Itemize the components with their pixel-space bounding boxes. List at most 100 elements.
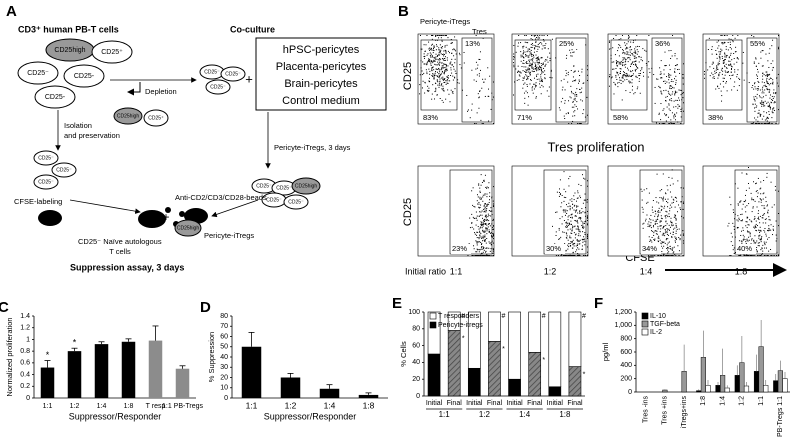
- dot: [737, 57, 738, 58]
- dot: [775, 190, 776, 191]
- dot: [437, 35, 438, 36]
- dot: [763, 50, 764, 51]
- dot: [659, 123, 660, 124]
- dot: [435, 36, 436, 37]
- dot: [738, 58, 739, 59]
- dot: [439, 75, 440, 76]
- dot: [660, 71, 661, 72]
- dot: [759, 242, 760, 243]
- dot: [475, 255, 476, 256]
- dot: [756, 107, 757, 108]
- dot: [583, 203, 584, 204]
- dot: [529, 61, 530, 62]
- dot: [634, 61, 635, 62]
- dot: [486, 228, 487, 229]
- dot: [738, 205, 739, 206]
- dot: [769, 237, 770, 238]
- dot: [446, 35, 447, 36]
- dot: [664, 206, 665, 207]
- dot: [456, 53, 457, 54]
- dot: [639, 75, 640, 76]
- dot: [757, 117, 758, 118]
- dot: [572, 49, 573, 50]
- dot: [453, 80, 454, 81]
- dot: [760, 249, 761, 250]
- dot: [479, 216, 480, 217]
- dot: [524, 52, 525, 53]
- dot: [532, 60, 533, 61]
- dot: [776, 123, 777, 124]
- dot: [466, 95, 467, 96]
- dot: [582, 231, 583, 232]
- dot: [662, 248, 663, 249]
- dot: [623, 78, 624, 79]
- dot: [451, 69, 452, 70]
- y-tick-label: 70: [220, 323, 228, 330]
- dot: [761, 102, 762, 103]
- dot: [444, 47, 445, 48]
- dot: [757, 76, 758, 77]
- dot: [584, 223, 585, 224]
- dot: [444, 78, 445, 79]
- dot: [535, 39, 536, 40]
- dot: [749, 219, 750, 220]
- dot: [657, 174, 658, 175]
- dot: [532, 63, 533, 64]
- dot: [476, 62, 477, 63]
- dot: [663, 233, 664, 234]
- dot: [479, 255, 480, 256]
- cell-label: CD25⁻: [288, 199, 304, 205]
- dot: [668, 103, 669, 104]
- dot: [760, 115, 761, 116]
- gate-percent: 58%: [613, 113, 628, 122]
- dot: [559, 192, 560, 193]
- dot: [572, 81, 573, 82]
- dot: [547, 90, 548, 91]
- dot: [651, 230, 652, 231]
- dot: [680, 207, 681, 208]
- dot: [778, 74, 779, 75]
- dot: [569, 96, 570, 97]
- dot: [426, 72, 427, 73]
- dot: [628, 41, 629, 42]
- dot: [652, 255, 653, 256]
- dot: [486, 205, 487, 206]
- dot: [473, 206, 474, 207]
- dot: [572, 52, 573, 53]
- dot: [677, 69, 678, 70]
- dot: [488, 220, 489, 221]
- dot: [527, 63, 528, 64]
- dot: [661, 77, 662, 78]
- dot: [728, 49, 729, 50]
- dot: [582, 249, 583, 250]
- dot: [762, 251, 763, 252]
- dot: [435, 83, 436, 84]
- dot: [748, 255, 749, 256]
- dot: [538, 57, 539, 58]
- dot: [444, 82, 445, 83]
- dot: [527, 86, 528, 87]
- dot: [651, 227, 652, 228]
- dot: [453, 55, 454, 56]
- dot: [755, 86, 756, 87]
- dot: [538, 37, 539, 38]
- dot: [762, 50, 763, 51]
- dot: [650, 225, 651, 226]
- dot: [536, 37, 537, 38]
- dot: [632, 70, 633, 71]
- dot: [434, 77, 435, 78]
- dot: [444, 54, 445, 55]
- dot: [738, 203, 739, 204]
- dot: [477, 244, 478, 245]
- dot: [559, 188, 560, 189]
- dot: [522, 63, 523, 64]
- dot: [472, 227, 473, 228]
- dot: [737, 74, 738, 75]
- dot: [577, 245, 578, 246]
- dot: [750, 233, 751, 234]
- dot: [616, 60, 617, 61]
- bar-segment: [569, 367, 581, 396]
- y-tick-label: 20: [220, 374, 228, 381]
- dot: [655, 224, 656, 225]
- dot: [663, 226, 664, 227]
